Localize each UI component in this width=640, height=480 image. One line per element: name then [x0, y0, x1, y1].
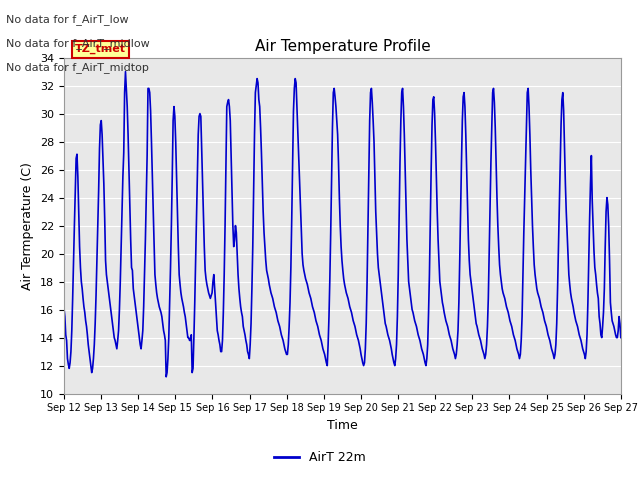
Text: No data for f_AirT_midlow: No data for f_AirT_midlow	[6, 38, 150, 49]
Text: No data for f_AirT_midtop: No data for f_AirT_midtop	[6, 62, 149, 73]
X-axis label: Time: Time	[327, 419, 358, 432]
Text: TZ_tmet: TZ_tmet	[75, 44, 126, 54]
Legend: AirT 22m: AirT 22m	[269, 446, 371, 469]
Title: Air Temperature Profile: Air Temperature Profile	[255, 39, 430, 54]
Y-axis label: Air Termperature (C): Air Termperature (C)	[22, 162, 35, 289]
Text: No data for f_AirT_low: No data for f_AirT_low	[6, 14, 129, 25]
